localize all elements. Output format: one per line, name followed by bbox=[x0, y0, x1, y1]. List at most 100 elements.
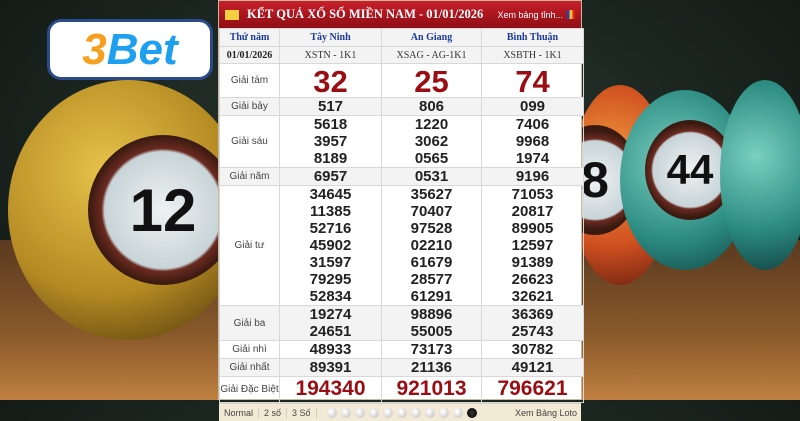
prize-number: 73173 bbox=[410, 341, 453, 358]
lottery-ball-6 bbox=[720, 80, 800, 270]
prize-number: 9196 bbox=[515, 168, 550, 185]
prize-number: 28577 bbox=[410, 271, 453, 288]
prize-label: Giải nhất bbox=[219, 358, 280, 377]
province-code: XSTN - 1K1 bbox=[279, 46, 382, 64]
prize-number: 25 bbox=[414, 64, 449, 99]
prize-cell: 21136 bbox=[381, 358, 482, 377]
province-header-row: Thứ năm Tây Ninh An Giang Bình Thuận bbox=[219, 28, 584, 47]
prize-cell: 36369 25743 bbox=[481, 305, 584, 341]
prize-number: 8189 bbox=[313, 150, 348, 167]
prize-number: 21136 bbox=[411, 359, 452, 376]
prize-cell: 1220 3062 0565 bbox=[381, 115, 482, 168]
digit-ball-5[interactable]: 5 bbox=[396, 407, 407, 418]
yin-yang-icon[interactable] bbox=[466, 407, 477, 418]
prize-number: 6957 bbox=[313, 168, 348, 185]
results-panel: KẾT QUẢ XỔ SỐ MIỀN NAM - 01/01/2026 Xem … bbox=[218, 0, 584, 421]
prize-number: 32621 bbox=[511, 288, 554, 305]
prize-number: 52716 bbox=[309, 220, 352, 237]
special-prize-number: 921013 bbox=[396, 377, 467, 400]
digit-ball-2[interactable]: 2 bbox=[354, 407, 365, 418]
prize-cell: 73173 bbox=[381, 340, 482, 359]
prize-row: Giải tám 32 25 74 bbox=[219, 63, 584, 99]
ball-number: 12 bbox=[88, 135, 238, 285]
prize-row: Giải năm 6957 0531 9196 bbox=[219, 167, 584, 186]
prize-cell: 74 bbox=[481, 63, 584, 99]
prize-cell: 30782 bbox=[481, 340, 584, 359]
prize-cell: 0531 bbox=[381, 167, 482, 186]
prize-number: 61291 bbox=[410, 288, 453, 305]
prize-number: 89391 bbox=[309, 359, 352, 376]
digit-ball-6[interactable]: 6 bbox=[410, 407, 421, 418]
prize-cell: 6957 bbox=[279, 167, 382, 186]
prize-number: 32 bbox=[313, 64, 348, 99]
prize-cell: 517 bbox=[279, 97, 382, 116]
bar-chart-icon[interactable] bbox=[567, 10, 575, 19]
prize-label: Giải sáu bbox=[219, 115, 280, 168]
prize-number: 0531 bbox=[414, 168, 449, 185]
prize-number: 24651 bbox=[309, 323, 352, 340]
prize-row: Giải nhất 89391 21136 49121 bbox=[219, 358, 584, 377]
prize-number: 34645 bbox=[309, 186, 352, 203]
results-title: KẾT QUẢ XỔ SỐ MIỀN NAM - 01/01/2026 bbox=[247, 7, 484, 21]
prize-cell: 796621 bbox=[481, 376, 584, 403]
prize-number: 91389 bbox=[511, 254, 554, 271]
special-prize-number: 194340 bbox=[295, 377, 366, 400]
digit-ball-0[interactable]: 0 bbox=[326, 407, 337, 418]
tab-2-digits[interactable]: 2 số bbox=[259, 407, 288, 418]
date-row: 01/01/2026 XSTN - 1K1 XSAG - AG-1K1 XSBT… bbox=[219, 46, 584, 64]
prize-label: Giải nhì bbox=[219, 340, 280, 359]
digit-ball-4[interactable]: 4 bbox=[382, 407, 393, 418]
prize-number: 3957 bbox=[313, 133, 348, 150]
prize-cell: 921013 bbox=[381, 376, 482, 403]
prize-number: 71053 bbox=[511, 186, 554, 203]
prize-number: 26623 bbox=[511, 271, 554, 288]
province-code: XSBTH - 1K1 bbox=[481, 46, 584, 64]
prize-cell: 98896 55005 bbox=[381, 305, 482, 341]
prize-cell: 35627 70407 97528 02210 61679 28577 61291 bbox=[381, 185, 482, 306]
prize-row: Giải bảy 517 806 099 bbox=[219, 97, 584, 116]
prize-number: 89905 bbox=[511, 220, 554, 237]
prize-number: 0565 bbox=[414, 150, 449, 167]
digit-ball-9[interactable]: 9 bbox=[452, 407, 463, 418]
tab-3-digits[interactable]: 3 Số bbox=[287, 407, 317, 418]
tab-normal[interactable]: Normal bbox=[219, 407, 260, 418]
view-province-table-link[interactable]: Xem bảng tỉnh... bbox=[497, 9, 563, 20]
digit-ball-8[interactable]: 8 bbox=[438, 407, 449, 418]
prize-label: Giải tư bbox=[219, 185, 280, 306]
prize-number: 52834 bbox=[309, 288, 352, 305]
prize-number: 3062 bbox=[414, 133, 449, 150]
prize-number: 9968 bbox=[515, 133, 550, 150]
prize-number: 55005 bbox=[410, 323, 453, 340]
province-name[interactable]: Bình Thuận bbox=[481, 28, 584, 47]
prize-number: 79295 bbox=[309, 271, 352, 288]
prize-number: 20817 bbox=[511, 203, 554, 220]
digit-ball-3[interactable]: 3 bbox=[368, 407, 379, 418]
province-code: XSAG - AG-1K1 bbox=[381, 46, 482, 64]
prize-number: 74 bbox=[515, 64, 550, 99]
prize-number: 70407 bbox=[410, 203, 453, 220]
prize-cell: 34645 11385 52716 45902 31597 79295 52834 bbox=[279, 185, 382, 306]
prize-cell: 48933 bbox=[279, 340, 382, 359]
prize-number: 35627 bbox=[410, 186, 453, 203]
prize-number: 02210 bbox=[410, 237, 453, 254]
digit-ball-1[interactable]: 1 bbox=[340, 407, 351, 418]
prize-row: Giải ba 19274 24651 98896 55005 36369 25743 bbox=[219, 305, 584, 341]
digit-ball-7[interactable]: 7 bbox=[424, 407, 435, 418]
prize-number: 517 bbox=[317, 98, 344, 115]
logo-text-bet: Bet bbox=[106, 24, 178, 74]
province-name[interactable]: Tây Ninh bbox=[279, 28, 382, 47]
view-loto-link[interactable]: Xem Bảng Loto bbox=[514, 407, 577, 418]
prize-cell: 25 bbox=[381, 63, 482, 99]
province-name[interactable]: An Giang bbox=[381, 28, 482, 47]
prize-number: 19274 bbox=[309, 306, 352, 323]
lottery-ball-12: 12 bbox=[8, 80, 248, 340]
prize-label: Giải bảy bbox=[219, 97, 280, 116]
prize-number: 12597 bbox=[511, 237, 554, 254]
prize-row: Giải nhì 48933 73173 30782 bbox=[219, 340, 584, 359]
prize-number: 1220 bbox=[414, 116, 449, 133]
prize-cell: 7406 9968 1974 bbox=[481, 115, 584, 168]
prize-row: Giải Đặc Biệt 194340 921013 796621 bbox=[219, 376, 584, 403]
prize-number: 61679 bbox=[410, 254, 453, 271]
